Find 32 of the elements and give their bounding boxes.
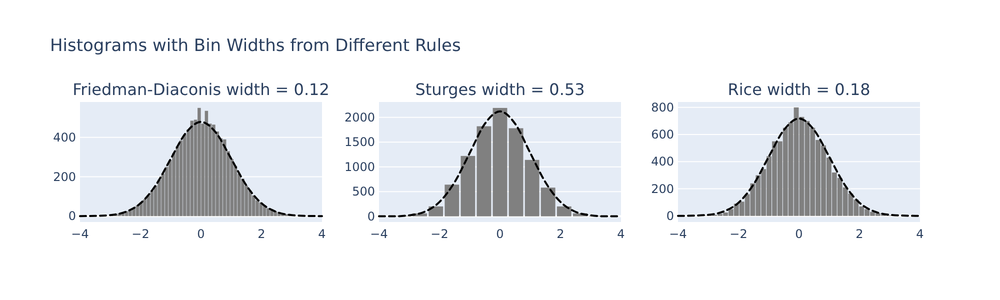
x-tick-label: −2 [730, 227, 748, 241]
y-tick-label: 0 [68, 209, 76, 224]
chart-title: Rice width = 0.18 [728, 80, 870, 99]
y-tick-label: 600 [651, 128, 674, 142]
x-tick-label: 4 [916, 227, 924, 241]
y-tick-label: 0 [367, 209, 375, 224]
x-tick-label: 2 [258, 227, 266, 241]
x-tick-label: 0 [496, 227, 504, 241]
y-tick-label: 200 [53, 170, 76, 184]
y-tick-label: 500 [352, 184, 375, 199]
x-tick-label: 2 [856, 227, 864, 241]
x-tick-label: −4 [71, 227, 89, 241]
y-tick-label: 0 [666, 208, 674, 223]
y-tick-label: 800 [651, 100, 674, 114]
x-tick-label: 4 [617, 227, 625, 241]
y-tick-label: 400 [53, 130, 76, 144]
y-tick-label: 400 [651, 154, 674, 169]
y-tick-label: 2000 [344, 110, 375, 124]
text: Histograms with Bin Widths from Different Rules [50, 36, 462, 56]
x-tick-label: 2 [556, 227, 564, 241]
y-tick-label: 1000 [344, 160, 375, 174]
x-tick-label: 0 [795, 227, 803, 241]
x-tick-label: −2 [430, 227, 448, 241]
chart-title: Friedman-Diaconis width = 0.12 [72, 80, 330, 99]
x-tick-label: 4 [318, 227, 326, 241]
x-tick-label: −4 [669, 227, 687, 241]
y-tick-label: 200 [651, 182, 674, 196]
chart-title: Sturges width = 0.53 [415, 80, 585, 99]
x-tick-label: −2 [132, 227, 150, 241]
x-tick-label: −4 [370, 227, 388, 241]
x-tick-label: 0 [197, 227, 205, 241]
y-tick-label: 1500 [344, 135, 375, 150]
